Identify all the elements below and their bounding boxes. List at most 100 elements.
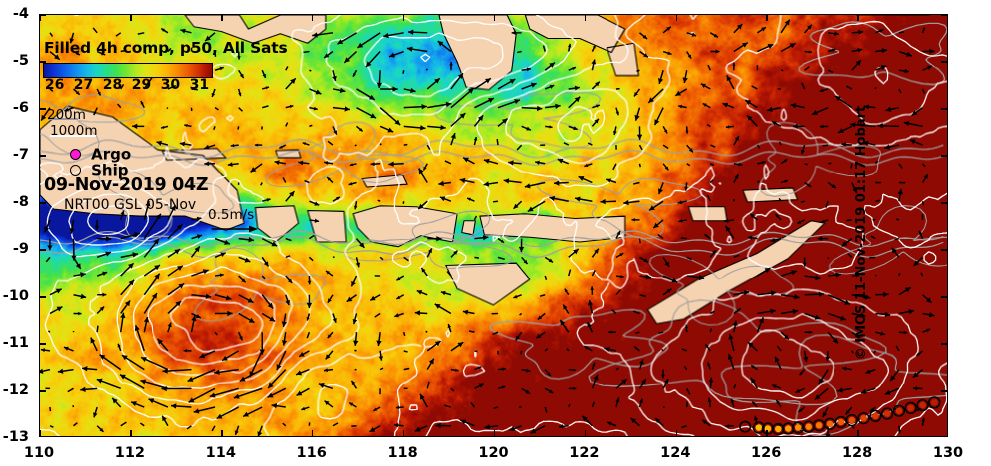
ship-track-marker[interactable] [782,422,795,435]
velocity-vector [379,367,384,371]
velocity-arrowhead [784,334,789,340]
velocity-arrowhead [344,57,351,63]
velocity-arrowhead [184,123,188,128]
ship-track-marker[interactable] [834,415,847,429]
velocity-vector [751,85,758,90]
velocity-arrowhead [713,33,719,38]
velocity-arrowhead [513,203,519,209]
velocity-vector [282,50,286,53]
velocity-arrowhead [82,366,88,372]
velocity-arrowhead [616,230,621,236]
velocity-arrowhead [302,142,307,146]
velocity-arrowhead [119,374,126,380]
ship-track-marker[interactable] [880,407,894,420]
velocity-arrowhead [434,341,441,347]
velocity-arrowhead [473,137,478,141]
velocity-arrowhead [437,41,444,47]
velocity-arrowhead [396,276,401,281]
velocity-arrowhead [225,295,232,301]
velocity-arrowhead [807,24,812,30]
velocity-arrowhead [774,356,780,363]
velocity-arrowhead [439,196,446,202]
velocity-vector [638,238,641,244]
velocity-arrowhead [771,121,777,126]
ship-track-marker[interactable] [802,420,815,433]
velocity-vector [45,256,51,263]
velocity-vector [638,144,643,151]
ship-track-marker[interactable] [812,419,826,432]
velocity-vector [657,233,664,240]
ship-legend-label: Ship [91,161,129,180]
copyright-notice: © IMOS 11-Nov-2019 01:17 Hobart [854,105,870,361]
velocity-arrowhead [289,104,294,109]
ship-track-marker[interactable] [772,422,785,436]
velocity-arrowhead [608,330,612,334]
velocity-arrowhead [730,398,735,403]
velocity-arrowhead [196,216,202,222]
velocity-arrowhead [503,178,510,184]
velocity-arrowhead [748,342,754,348]
ship-track-marker[interactable] [904,401,917,415]
velocity-arrowhead [132,123,138,129]
argo-marker-icon [70,149,81,160]
velocity-arrowhead [174,249,181,255]
velocity-arrowhead [573,126,578,131]
ship-track-marker[interactable] [857,412,870,425]
ship-track-marker[interactable] [928,396,941,409]
velocity-arrowhead [389,52,395,58]
map-plot-area[interactable]: Filled 4h comp, p50, All Sats 26 27 28 29 30… [39,14,948,437]
velocity-arrowhead [772,384,777,389]
ship-track-marker[interactable] [823,417,837,430]
velocity-arrowhead [648,97,654,103]
velocity-arrowhead [511,30,516,36]
velocity-arrowhead [548,258,554,263]
x-tick [584,15,587,21]
velocity-arrowhead [141,357,147,363]
velocity-arrowhead [825,356,830,362]
velocity-vector [874,160,879,165]
velocity-arrowhead [161,125,165,129]
velocity-vector [870,235,876,240]
ship-position-marker[interactable] [739,420,752,433]
velocity-vector [191,88,198,91]
velocity-vector [635,331,640,334]
velocity-arrowhead [140,379,147,385]
velocity-arrowhead [883,291,889,298]
velocity-arrowhead [467,88,474,94]
velocity-arrowhead [857,47,863,53]
velocity-vector [238,107,243,112]
velocity-arrowhead [649,205,655,211]
velocity-arrowhead [845,409,850,415]
velocity-arrowhead [162,415,167,422]
velocity-arrowhead [327,298,332,303]
velocity-arrowhead [831,48,836,52]
ship-track-marker[interactable] [916,399,929,412]
velocity-arrowhead [811,110,818,116]
velocity-arrowhead [546,372,551,376]
x-tick [40,15,41,21]
ship-track-marker[interactable] [845,413,858,427]
velocity-arrowhead [700,83,706,88]
velocity-vector [492,331,499,336]
velocity-arrowhead [834,31,839,37]
ship-track-marker[interactable] [752,421,765,434]
velocity-arrowhead [707,397,712,402]
velocity-vector [898,272,901,277]
velocity-arrowhead [682,77,688,83]
velocity-arrowhead [844,299,851,305]
y-tick [941,343,947,345]
velocity-arrowhead [688,147,693,153]
velocity-arrowhead [554,180,560,186]
velocity-arrowhead [515,335,520,341]
velocity-arrowhead [684,324,689,329]
velocity-arrowhead [636,134,643,140]
velocity-vector [776,345,782,352]
velocity-arrowhead [725,424,729,428]
velocity-arrowhead [194,246,200,253]
velocity-vector [638,163,642,168]
velocity-arrowhead [323,368,328,373]
velocity-vector [262,105,269,109]
ship-track-marker[interactable] [892,404,906,417]
velocity-vector [426,381,430,389]
ship-track-marker[interactable] [869,409,882,423]
